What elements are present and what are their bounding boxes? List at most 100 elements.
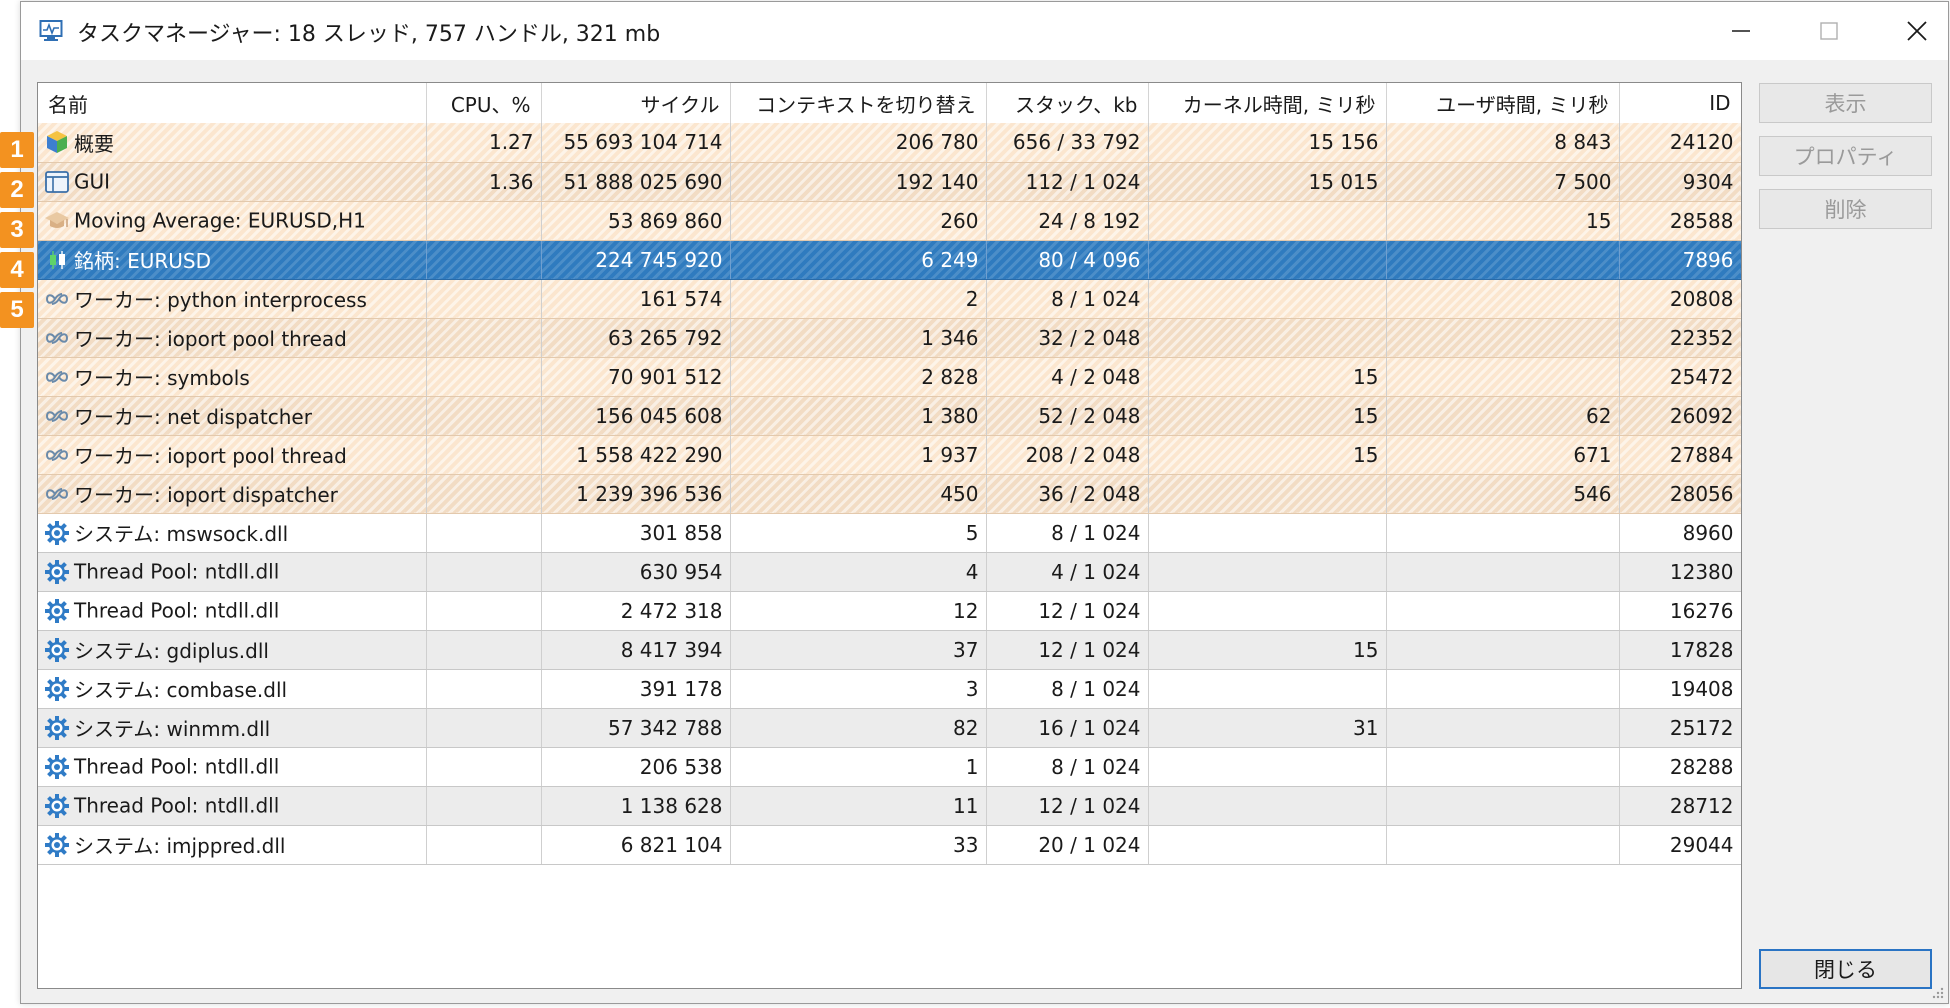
- thread-name: システム: gdiplus.dll: [74, 639, 269, 663]
- callout-badge-5: 5: [0, 292, 34, 328]
- cycles-cell: 206 538: [541, 747, 731, 787]
- column-header-stack[interactable]: スタック、kb: [986, 83, 1149, 123]
- link-icon: [44, 325, 70, 351]
- table-row[interactable]: システム: winmm.dll 57 342 788 82 16 / 1 024 31 2…: [38, 708, 1741, 748]
- context-switches-cell: 82: [730, 708, 987, 748]
- context-switches-cell: 11: [730, 786, 987, 826]
- thread-name: GUI: [74, 169, 111, 194]
- table-row[interactable]: GUI 1.36 51 888 025 690 192 140 112 / 1 024 1…: [38, 162, 1741, 202]
- table-row[interactable]: システム: combase.dll 391 178 3 8 / 1 024 19408: [38, 669, 1741, 709]
- table-row[interactable]: システム: mswsock.dll 301 858 5 8 / 1 024 8960: [38, 513, 1741, 553]
- user-time-cell: [1386, 240, 1620, 280]
- id-cell: 19408: [1619, 669, 1741, 709]
- cycles-cell: 1 558 422 290: [541, 435, 731, 475]
- table-row[interactable]: ワーカー: ioport pool thread 1 558 422 290 1 9…: [38, 435, 1741, 475]
- table-row[interactable]: ワーカー: ioport pool thread 63 265 792 1 346 3…: [38, 318, 1741, 358]
- thread-name: ワーカー: python interprocess: [74, 288, 367, 312]
- context-switches-cell: 1 346: [730, 318, 987, 358]
- user-time-cell: 15: [1386, 201, 1620, 241]
- cycles-cell: 224 745 920: [541, 240, 731, 280]
- thread-table[interactable]: 名前 CPU、% サイクル コンテキストを切り替え スタック、kb カーネル時間…: [37, 82, 1742, 989]
- kernel-time-cell: 15: [1148, 357, 1387, 397]
- column-header-user-time[interactable]: ユーザ時間, ミリ秒: [1386, 83, 1620, 123]
- table-row[interactable]: ワーカー: net dispatcher 156 045 608 1 380 52 /…: [38, 396, 1741, 436]
- stack-cell: 32 / 2 048: [986, 318, 1149, 358]
- kernel-time-cell: [1148, 201, 1387, 241]
- minimize-button[interactable]: [1697, 2, 1785, 60]
- table-row[interactable]: 銘柄: EURUSD 224 745 920 6 249 80 / 4 096 7896: [38, 240, 1741, 280]
- column-header-name[interactable]: 名前: [38, 83, 427, 123]
- close-window-button[interactable]: [1873, 2, 1950, 60]
- table-row[interactable]: システム: gdiplus.dll 8 417 394 37 12 / 1 024 15…: [38, 630, 1741, 670]
- close-icon: [1907, 21, 1927, 41]
- link-icon: [44, 286, 70, 312]
- delete-button[interactable]: 削除: [1759, 189, 1932, 229]
- name-cell: Moving Average: EURUSD,H1: [38, 201, 427, 241]
- table-row[interactable]: Thread Pool: ntdll.dll 2 472 318 12 12 / 1 …: [38, 591, 1741, 631]
- name-cell: システム: combase.dll: [38, 669, 427, 709]
- user-time-cell: [1386, 591, 1620, 631]
- user-time-cell: 8 843: [1386, 123, 1620, 163]
- gear-icon: [44, 559, 70, 585]
- column-header-id[interactable]: ID: [1619, 83, 1741, 123]
- id-cell: 22352: [1619, 318, 1741, 358]
- kernel-time-cell: [1148, 279, 1387, 319]
- user-time-cell: [1386, 279, 1620, 319]
- thread-name: Thread Pool: ntdll.dll: [74, 793, 280, 818]
- user-time-cell: [1386, 786, 1620, 826]
- kernel-time-cell: 15: [1148, 396, 1387, 436]
- thread-name: ワーカー: ioport dispatcher: [74, 483, 338, 507]
- cpu-cell: [426, 552, 542, 592]
- context-switches-cell: 37: [730, 630, 987, 670]
- id-cell: 12380: [1619, 552, 1741, 592]
- column-header-kernel-time[interactable]: カーネル時間, ミリ秒: [1148, 83, 1387, 123]
- table-row[interactable]: ワーカー: python interprocess 161 574 2 8 / 1 0…: [38, 279, 1741, 319]
- callout-badge-3: 3: [0, 212, 34, 248]
- id-cell: 28056: [1619, 474, 1741, 514]
- table-row[interactable]: 概要 1.27 55 693 104 714 206 780 656 / 33 792 1…: [38, 123, 1741, 163]
- stack-cell: 4 / 2 048: [986, 357, 1149, 397]
- cycles-cell: 161 574: [541, 279, 731, 319]
- thread-name: Moving Average: EURUSD,H1: [74, 208, 366, 233]
- stack-cell: 4 / 1 024: [986, 552, 1149, 592]
- table-row[interactable]: Thread Pool: ntdll.dll 630 954 4 4 / 1 024 1…: [38, 552, 1741, 592]
- gear-icon: [44, 598, 70, 624]
- user-time-cell: [1386, 630, 1620, 670]
- stack-cell: 8 / 1 024: [986, 669, 1149, 709]
- table-row[interactable]: Moving Average: EURUSD,H1 53 869 860 260 24…: [38, 201, 1741, 241]
- close-button[interactable]: 閉じる: [1759, 949, 1932, 989]
- name-cell: システム: imjppred.dll: [38, 825, 427, 865]
- table-row[interactable]: ワーカー: symbols 70 901 512 2 828 4 / 2 048 15 2…: [38, 357, 1741, 397]
- kernel-time-cell: [1148, 513, 1387, 553]
- table-row[interactable]: システム: imjppred.dll 6 821 104 33 20 / 1 024 2…: [38, 825, 1741, 865]
- id-cell: 16276: [1619, 591, 1741, 631]
- maximize-icon: [1820, 22, 1838, 40]
- user-time-cell: [1386, 318, 1620, 358]
- stack-cell: 12 / 1 024: [986, 630, 1149, 670]
- context-switches-cell: 3: [730, 669, 987, 709]
- context-switches-cell: 2: [730, 279, 987, 319]
- gear-icon: [44, 754, 70, 780]
- column-header-cpu[interactable]: CPU、%: [426, 83, 542, 123]
- id-cell: 24120: [1619, 123, 1741, 163]
- table-row[interactable]: ワーカー: ioport dispatcher 1 239 396 536 450 3…: [38, 474, 1741, 514]
- resize-grip-icon[interactable]: [1930, 985, 1944, 999]
- kernel-time-cell: [1148, 552, 1387, 592]
- cycles-cell: 53 869 860: [541, 201, 731, 241]
- column-header-context-switches[interactable]: コンテキストを切り替え: [730, 83, 987, 123]
- user-time-cell: [1386, 357, 1620, 397]
- name-cell: Thread Pool: ntdll.dll: [38, 747, 427, 787]
- maximize-button[interactable]: [1785, 2, 1873, 60]
- properties-button[interactable]: プロパティ: [1759, 136, 1932, 176]
- name-cell: GUI: [38, 162, 427, 202]
- cpu-cell: 1.27: [426, 123, 542, 163]
- name-cell: 概要: [38, 123, 427, 163]
- table-row[interactable]: Thread Pool: ntdll.dll 206 538 1 8 / 1 024 2…: [38, 747, 1741, 787]
- thread-name: ワーカー: symbols: [74, 366, 250, 390]
- cycles-cell: 6 821 104: [541, 825, 731, 865]
- kernel-time-cell: [1148, 318, 1387, 358]
- gear-icon: [44, 715, 70, 741]
- table-row[interactable]: Thread Pool: ntdll.dll 1 138 628 11 12 / 1 …: [38, 786, 1741, 826]
- column-header-cycles[interactable]: サイクル: [541, 83, 731, 123]
- show-button[interactable]: 表示: [1759, 83, 1932, 123]
